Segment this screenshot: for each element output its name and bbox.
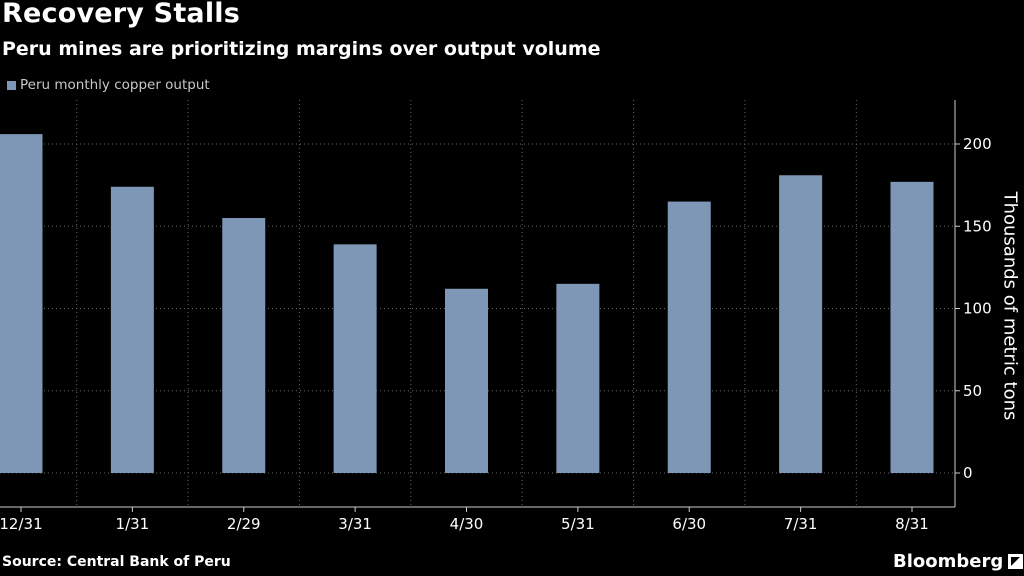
brand-name: Bloomberg bbox=[893, 551, 1004, 572]
y-tick-label: 100 bbox=[963, 300, 992, 318]
x-tick-label: 1/31 bbox=[116, 515, 150, 533]
y-axis-label: Thousands of metric tons bbox=[999, 191, 1021, 421]
bar-1-31 bbox=[110, 186, 154, 473]
legend: Peru monthly copper output bbox=[7, 76, 210, 94]
legend-label: Peru monthly copper output bbox=[20, 77, 210, 93]
bar-8-31 bbox=[890, 181, 934, 473]
x-tick-label: 8/31 bbox=[895, 515, 929, 533]
bar-3-31 bbox=[333, 244, 377, 473]
x-tick-label: 5/31 bbox=[561, 515, 595, 533]
bar-7-31 bbox=[779, 175, 823, 473]
bar-2-29 bbox=[222, 218, 266, 473]
bar-4-30 bbox=[445, 288, 488, 473]
y-tick-label: 200 bbox=[963, 135, 992, 153]
x-tick-label: 3/31 bbox=[338, 515, 372, 533]
bloomberg-mark-icon bbox=[1008, 554, 1024, 569]
y-tick-label: 0 bbox=[963, 464, 973, 482]
legend-swatch bbox=[7, 80, 16, 90]
chart-title: Recovery Stalls bbox=[2, 0, 241, 29]
bloomberg-logo: Bloomberg bbox=[893, 551, 1024, 572]
bar-12-31 bbox=[0, 134, 43, 473]
x-tick-label: 7/31 bbox=[784, 515, 818, 533]
bar-6-30 bbox=[667, 201, 711, 473]
chart-subtitle: Peru mines are prioritizing margins over… bbox=[2, 38, 601, 60]
y-tick-label: 150 bbox=[963, 217, 992, 235]
y-tick-label: 50 bbox=[963, 382, 982, 400]
x-tick-label: 6/30 bbox=[672, 515, 706, 533]
x-tick-label: 4/30 bbox=[450, 515, 484, 533]
bar-5-31 bbox=[556, 283, 600, 473]
x-tick-label: 12/31 bbox=[0, 515, 43, 533]
source-note: Source: Central Bank of Peru bbox=[2, 554, 231, 570]
x-tick-label: 2/29 bbox=[227, 515, 261, 533]
